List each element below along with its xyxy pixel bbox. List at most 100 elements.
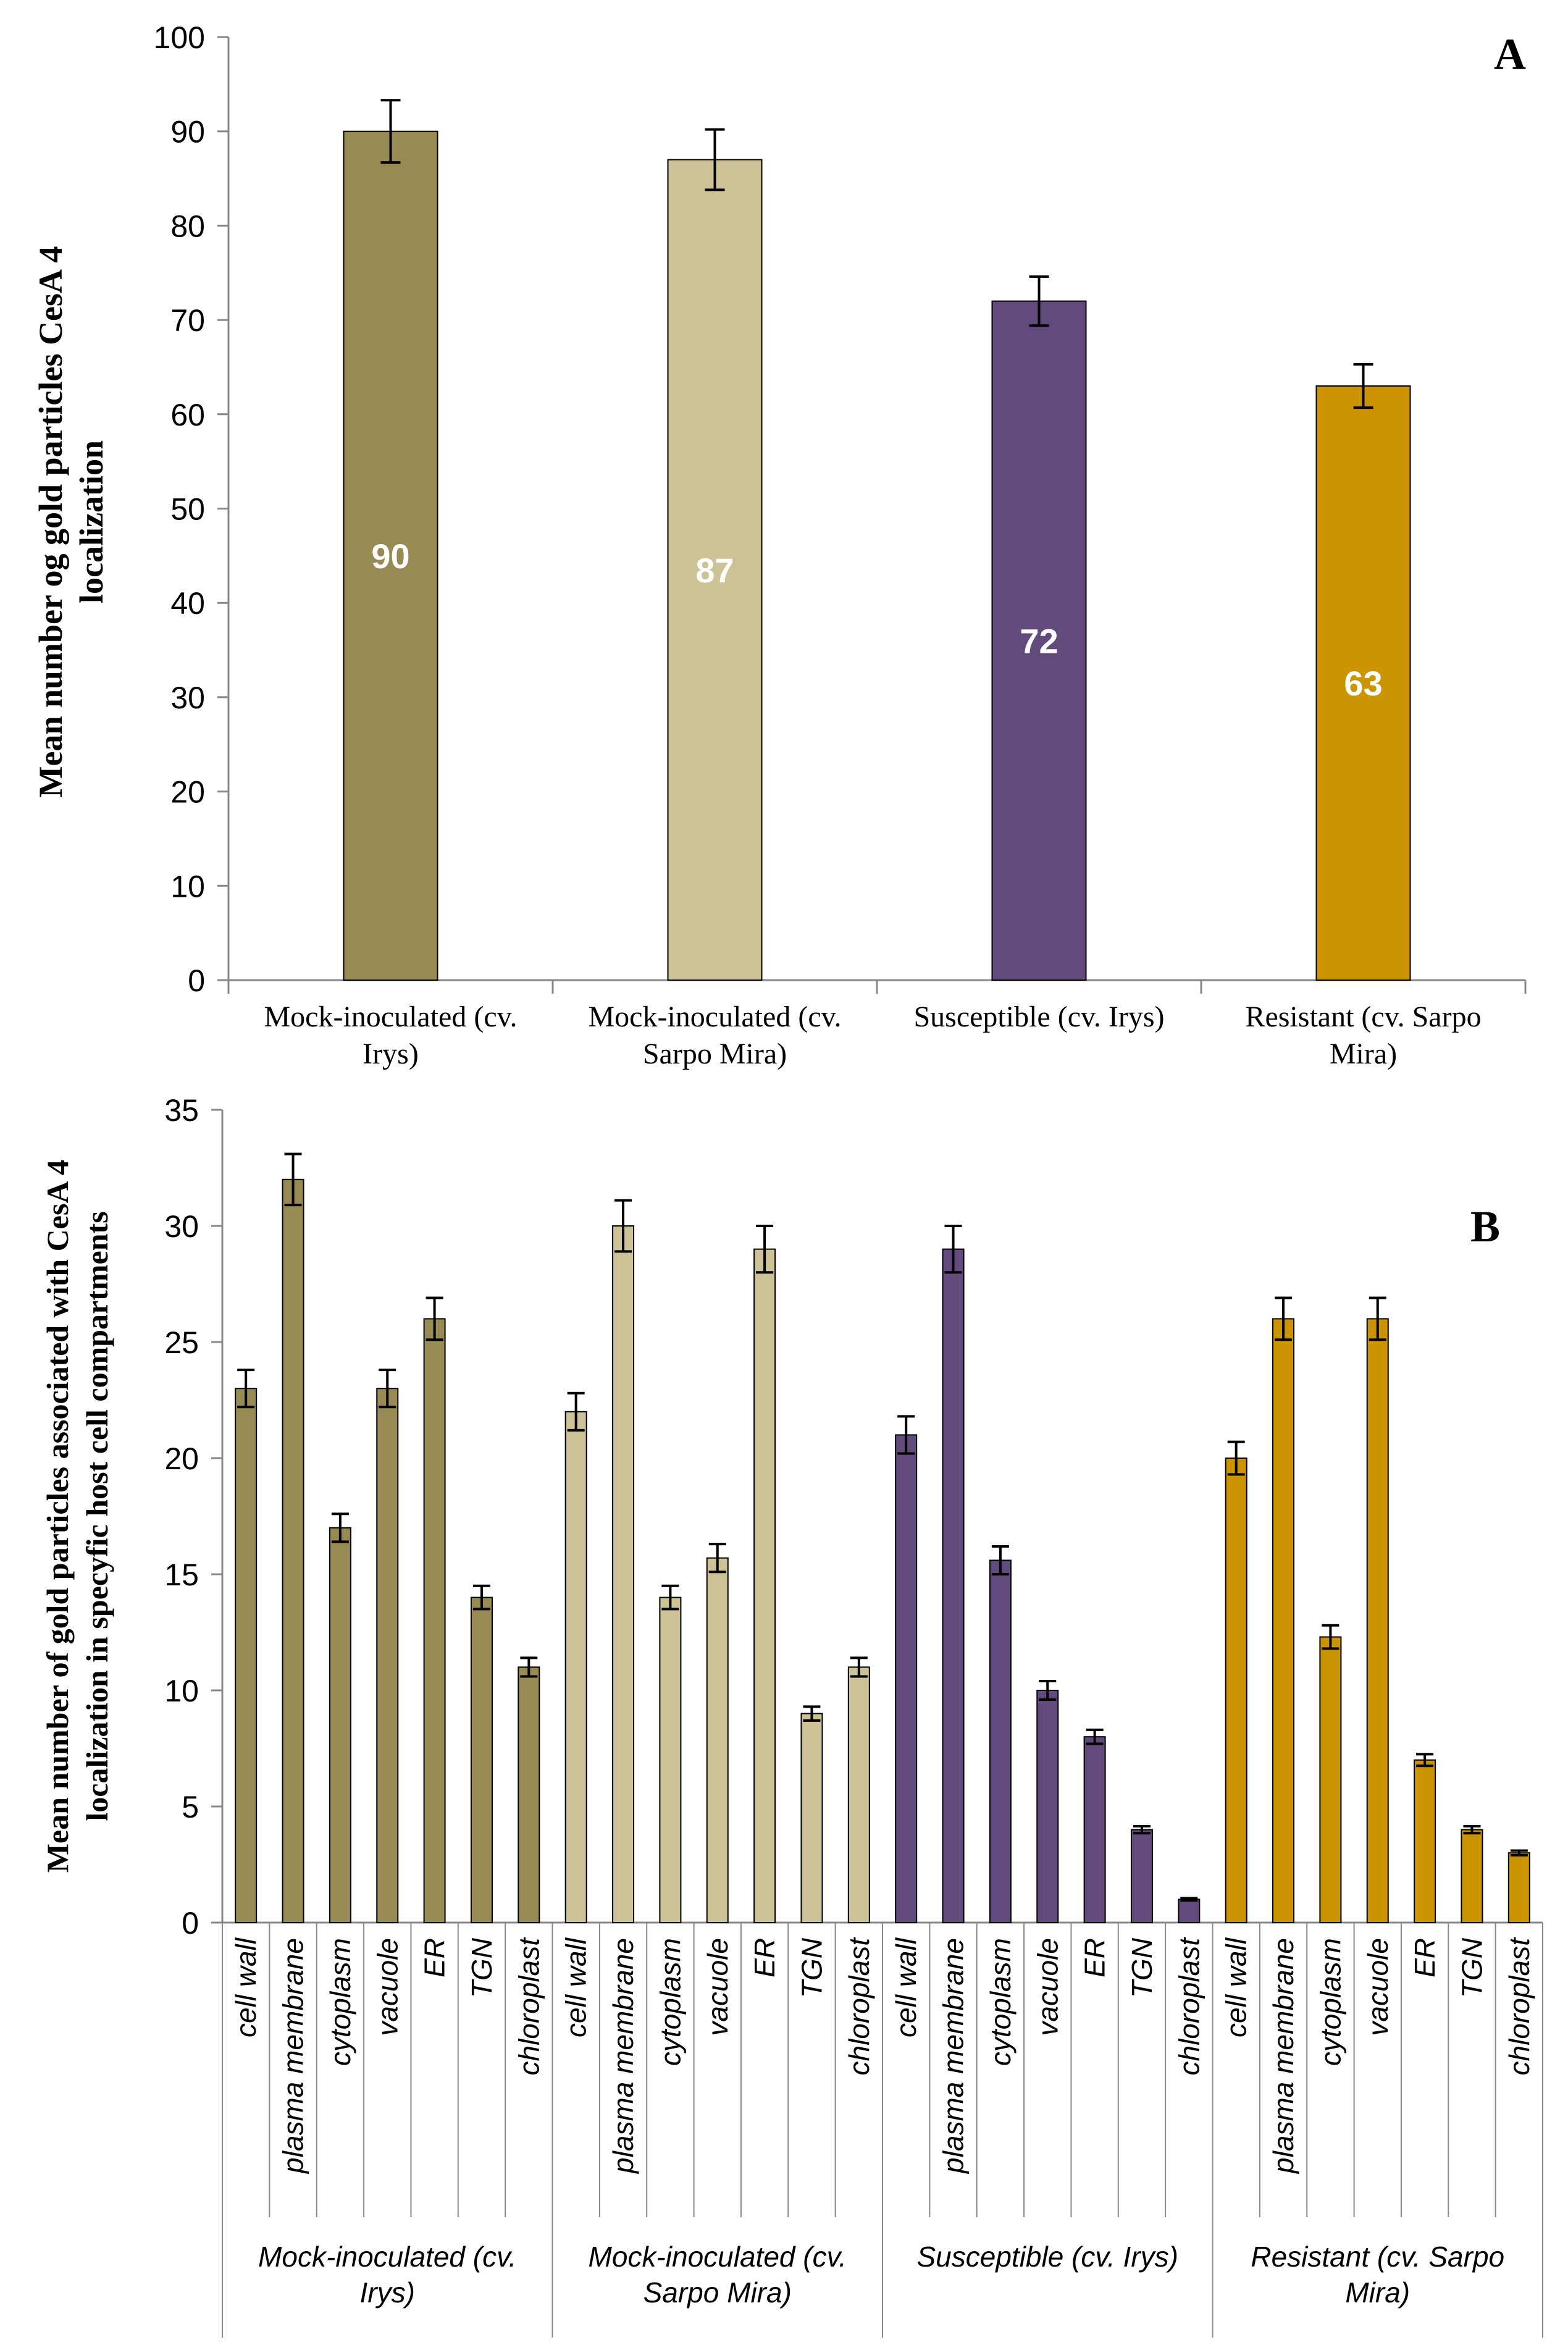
x-compartment-label: chloroplast [1503,1937,1535,2076]
x-group-label: Mira) [1345,2276,1410,2309]
x-category-label: Mock-inoculated (cv. [588,1001,841,1033]
bar [991,300,1087,981]
x-compartment-label: plasma membrane [607,1938,639,2175]
y-tick-label: 0 [188,963,205,998]
y-tick-label: 80 [170,209,205,243]
x-compartment-label: cell wall [890,1937,922,2037]
y-axis-title-line: Mean number og gold particles CesA 4 [32,246,69,798]
y-axis-title: Mean number og gold particles CesA 4 loca… [32,246,110,798]
x-compartment-label: TGN [1456,1937,1488,1998]
bar [518,1666,540,1923]
x-group-label: Susceptible (cv. Irys) [917,2241,1178,2273]
bar [895,1434,918,1923]
y-axis-title-line: localization [73,440,110,603]
x-group-label: Resistant (cv. Sarpo [1251,2241,1504,2273]
bar [612,1225,635,1923]
x-compartment-label: ER [419,1938,451,1978]
x-compartment-label: cytoplasm [1314,1938,1346,2066]
y-tick-label: 20 [170,775,205,810]
y-tick-label: 90 [170,115,205,149]
x-compartment-label: cytoplasm [324,1938,356,2066]
data-label: 90 [371,537,409,576]
y-tick-label: 50 [170,492,205,527]
panel-label-a: A [1494,30,1526,79]
bar [1366,1318,1389,1923]
x-compartment-label: chloroplast [513,1937,545,2076]
data-label: 87 [695,551,734,590]
y-tick-label: 15 [164,1558,199,1592]
y-tick-label: 25 [164,1325,199,1360]
bar [847,1666,870,1923]
x-compartment-label: chloroplast [1173,1937,1205,2076]
bar [282,1178,304,1923]
data-label: 72 [1020,621,1058,660]
bar [989,1559,1012,1923]
x-category-label: Mira) [1330,1038,1397,1070]
y-tick-label: 70 [170,303,205,338]
x-compartment-label: ER [1079,1938,1111,1978]
x-compartment-label: vacuole [702,1938,734,2036]
y-tick-label: 100 [154,20,205,55]
x-compartment-label: vacuole [1031,1938,1063,2036]
x-compartment-label: chloroplast [843,1937,875,2076]
bar [753,1248,776,1923]
bar [1414,1759,1436,1924]
y-axis-title-line: Mean number of gold particles associated… [40,1160,75,1873]
bar [942,1248,965,1923]
y-tick-label: 60 [170,398,205,432]
bar [1461,1829,1483,1924]
panel-a-chart: 0 10 20 30 40 50 60 70 80 90 100 90 Mock-inoculated … [32,20,1527,1070]
bar [1083,1736,1106,1923]
y-tick-label: 5 [182,1790,199,1824]
y-tick-label: 20 [164,1441,199,1476]
x-compartment-label: plasma membrane [1267,1938,1299,2175]
x-compartment-label: TGN [466,1937,498,1998]
y-axis-title-line: localization in specyfic host cell compa… [80,1211,114,1821]
bar [800,1713,823,1924]
x-compartment-label: TGN [1126,1937,1158,1998]
bar [329,1527,351,1924]
bar [1036,1690,1059,1923]
y-tick-label: 40 [170,586,205,621]
bar [1272,1318,1295,1923]
x-compartment-label: vacuole [371,1938,403,2036]
bar [706,1557,729,1923]
bar [1319,1636,1342,1924]
bar [376,1388,399,1923]
x-compartment-label: cell wall [230,1937,262,2037]
bar [1507,1852,1530,1923]
x-group-label: Mock-inoculated (cv. [589,2241,847,2273]
y-axis-title: Mean number of gold particles associated… [40,1160,114,1873]
x-compartment-label: ER [748,1938,781,1978]
x-category-label: Susceptible (cv. Irys) [913,1001,1164,1033]
y-tick-label: 35 [164,1093,199,1128]
panel-b-chart: 0 5 10 15 20 25 30 35 cell wall plasma membrane cy… [40,1093,1543,2338]
bar [470,1596,493,1924]
bar [1315,385,1411,981]
y-tick-label: 10 [170,869,205,904]
x-compartment-label: cell wall [1220,1937,1252,2037]
x-category-label: Sarpo Mira) [643,1038,787,1070]
panel-label-b: B [1470,1202,1500,1251]
x-compartment-label: plasma membrane [277,1938,309,2175]
bar [1225,1458,1247,1923]
x-category-label: Mock-inoculated (cv. [264,1001,517,1033]
bar [235,1388,258,1923]
x-compartment-label: vacuole [1362,1938,1394,2036]
x-category-label: Resistant (cv. Sarpo [1245,1001,1481,1033]
bar [423,1318,446,1923]
x-group-label: Sarpo Mira) [644,2276,792,2309]
x-compartment-label: ER [1409,1938,1441,1978]
x-compartment-label: cell wall [560,1937,592,2037]
data-label: 63 [1344,664,1382,703]
x-group-label: Irys) [360,2276,415,2309]
y-tick-label: 30 [170,681,205,715]
x-compartment-label: plasma membrane [937,1938,970,2175]
y-tick-label: 10 [164,1674,199,1708]
x-group-label: Mock-inoculated (cv. [258,2241,516,2273]
bar [667,159,763,981]
bar [659,1596,682,1924]
bar [1130,1829,1153,1924]
y-tick-label: 30 [164,1209,199,1244]
x-compartment-label: cytoplasm [984,1938,1017,2066]
